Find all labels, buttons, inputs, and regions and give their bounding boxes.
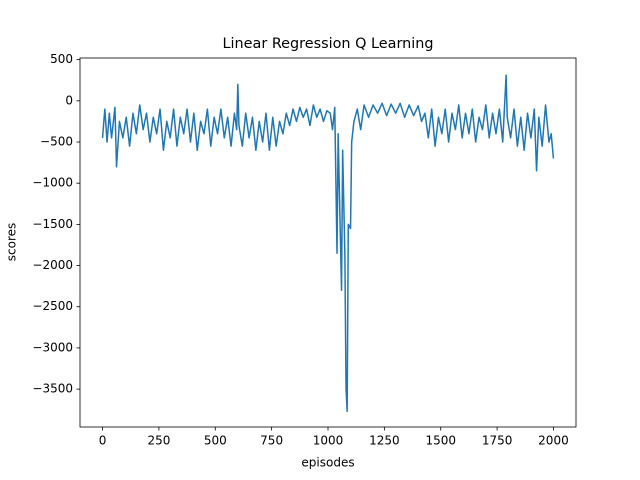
x-tick-label: 500 <box>204 434 227 448</box>
y-tick-label: −2500 <box>32 299 73 313</box>
y-tick-label: −500 <box>40 135 73 149</box>
x-tick-label: 1000 <box>313 434 344 448</box>
y-tick-label: −1500 <box>32 217 73 231</box>
x-tick-label: 1250 <box>369 434 400 448</box>
x-axis-label: episodes <box>301 456 354 470</box>
y-tick-label: −1000 <box>32 176 73 190</box>
y-tick-label: −3500 <box>32 382 73 396</box>
y-tick-label: 0 <box>65 93 73 107</box>
x-tick-label: 2000 <box>538 434 569 448</box>
data-line <box>101 74 555 413</box>
plot-frame <box>79 57 577 428</box>
y-axis-label: scores <box>5 223 19 262</box>
x-tick-label: 250 <box>147 434 170 448</box>
x-tick-label: 750 <box>260 434 283 448</box>
y-tick-label: −2000 <box>32 258 73 272</box>
y-tick-label: 500 <box>50 52 73 66</box>
x-tick-label: 1500 <box>425 434 456 448</box>
x-tick-label: 1750 <box>482 434 513 448</box>
x-tick-label: 0 <box>99 434 107 448</box>
y-tick-label: −3000 <box>32 340 73 354</box>
chart-title: Linear Regression Q Learning <box>223 36 434 52</box>
